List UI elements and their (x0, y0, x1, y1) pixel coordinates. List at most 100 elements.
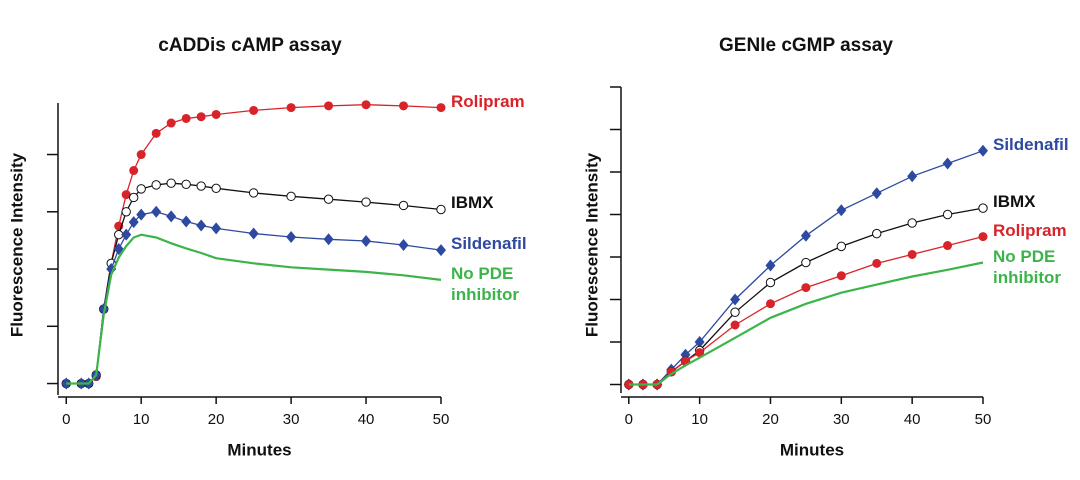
series-label: Sildenafil (451, 234, 527, 254)
point (361, 100, 371, 110)
point (765, 277, 776, 288)
point (211, 183, 221, 194)
point (129, 192, 139, 203)
point (136, 208, 147, 221)
point (942, 209, 953, 220)
point (211, 109, 221, 119)
point (181, 215, 192, 228)
point (730, 293, 741, 306)
chart-title: cADDis cAMP assay (158, 35, 342, 56)
point (836, 204, 847, 217)
series-label: IBMX (993, 192, 1036, 212)
x-tick-label: 0 (62, 411, 70, 428)
point (361, 234, 372, 247)
series-line (66, 104, 442, 385)
series-label-box: No PDE inhibitor (451, 263, 519, 304)
point (129, 166, 139, 176)
series-label-box: Rolipram (451, 91, 525, 111)
point (121, 190, 131, 200)
series-label: IBMX (451, 193, 494, 213)
x-tick-label: 30 (283, 411, 300, 428)
series-label: Rolipram (451, 91, 525, 111)
series-label-box: No PDE inhibitor (993, 246, 1061, 287)
series-label: No PDE inhibitor (993, 246, 1061, 287)
point (286, 191, 296, 202)
point (666, 367, 676, 377)
point (978, 203, 988, 213)
point (286, 103, 296, 113)
point (399, 101, 409, 111)
point (907, 218, 917, 228)
x-tick-label: 0 (625, 411, 633, 428)
point (248, 227, 259, 240)
point (324, 101, 334, 111)
point (398, 200, 409, 211)
point (436, 204, 446, 215)
series-label: Rolipram (993, 220, 1067, 240)
x-tick-label: 50 (975, 411, 992, 428)
point (943, 241, 953, 251)
point (836, 241, 847, 252)
point (211, 222, 222, 235)
point (249, 105, 259, 115)
point (942, 157, 953, 170)
series-label: Sildenafil (993, 134, 1069, 154)
point (196, 112, 206, 122)
point (978, 232, 988, 242)
point (871, 187, 882, 200)
series-label-box: Sildenafil (993, 134, 1069, 154)
point (872, 228, 882, 239)
point (624, 380, 634, 389)
point (907, 170, 918, 183)
point (695, 348, 705, 358)
x-tick-label: 20 (208, 411, 225, 428)
point (166, 178, 176, 188)
series-label-box: Rolipram (993, 220, 1067, 240)
point (323, 233, 334, 246)
y-axis-label: Fluorescence Intensity (7, 152, 26, 337)
x-tick-label: 50 (433, 411, 450, 428)
x-tick-label: 40 (904, 411, 921, 428)
point (872, 258, 882, 268)
x-axis-label: Minutes (227, 440, 291, 459)
point (694, 336, 705, 348)
point (765, 259, 776, 272)
series-line (66, 233, 442, 385)
point (181, 179, 191, 190)
series-line (628, 261, 984, 386)
point (136, 150, 146, 160)
chart-title: GENIe cGMP assay (719, 35, 893, 56)
series-label-box: IBMX (451, 193, 494, 213)
point (765, 299, 775, 309)
series-label-box: IBMX (993, 192, 1036, 212)
point (151, 128, 161, 138)
point (196, 219, 207, 232)
point (730, 320, 740, 330)
point (398, 238, 409, 251)
point (801, 283, 811, 293)
y-axis-label: Fluorescence Intensity (582, 152, 601, 337)
point (151, 180, 161, 190)
series-line (628, 150, 984, 386)
x-tick-label: 10 (133, 411, 150, 428)
series-label: No PDE inhibitor (451, 263, 519, 304)
point (436, 244, 446, 257)
point (128, 216, 139, 229)
point (106, 263, 117, 276)
point (800, 229, 811, 242)
point (166, 210, 177, 223)
point (121, 207, 131, 217)
point (436, 103, 446, 113)
point (323, 194, 334, 204)
series-label-box: Sildenafil (451, 234, 527, 254)
point (836, 271, 846, 281)
point (361, 197, 371, 207)
point (181, 113, 191, 123)
point (801, 257, 811, 268)
x-tick-label: 10 (691, 411, 708, 428)
x-tick-label: 20 (762, 411, 779, 428)
x-tick-label: 40 (358, 411, 375, 428)
point (136, 184, 146, 194)
point (121, 228, 132, 241)
